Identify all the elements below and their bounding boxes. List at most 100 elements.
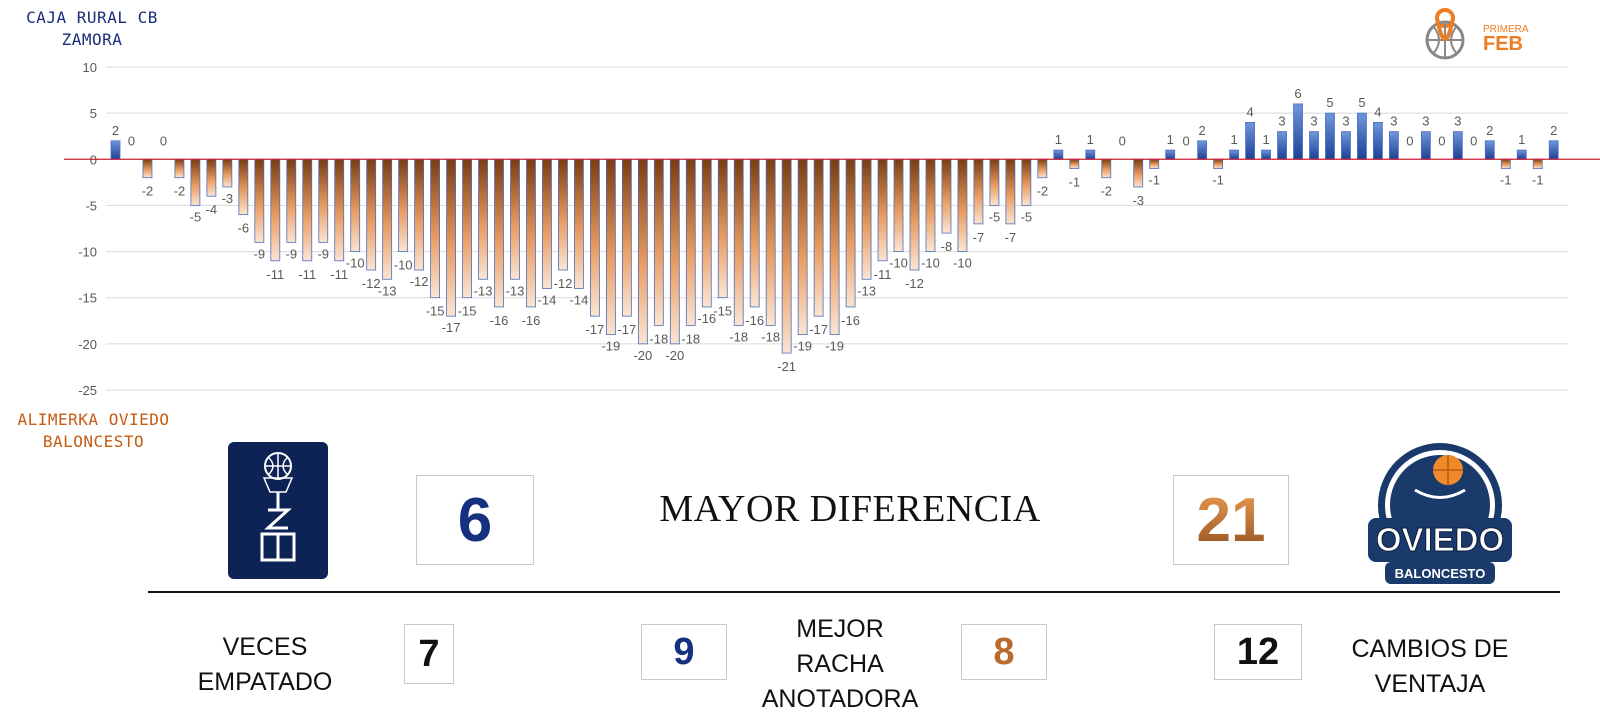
data-label: -18 — [761, 329, 780, 344]
data-label: 2 — [112, 123, 119, 138]
data-label: 4 — [1374, 104, 1381, 119]
data-label: -17 — [586, 322, 605, 337]
bar — [877, 158, 888, 262]
data-label: -11 — [330, 267, 348, 282]
bar — [1389, 131, 1399, 160]
away-team-line1: ALIMERKA OVIEDO — [17, 410, 170, 429]
data-label: -8 — [941, 239, 953, 254]
bar — [558, 158, 568, 271]
away-max-diff-value: 21 — [1196, 485, 1266, 555]
bar — [733, 158, 744, 326]
y-tick-label: -15 — [78, 291, 97, 306]
away-best-run-box: 8 — [961, 624, 1047, 680]
data-label: -10 — [953, 256, 972, 271]
data-label: -18 — [681, 331, 700, 346]
data-label: 3 — [1310, 114, 1317, 129]
data-label: 1 — [1087, 132, 1094, 147]
bar — [542, 158, 552, 289]
data-label: 0 — [1119, 133, 1126, 148]
bar — [845, 158, 856, 308]
data-label: -10 — [394, 258, 413, 273]
data-label: -2 — [1100, 184, 1112, 199]
bar — [590, 158, 600, 317]
data-label: 5 — [1358, 95, 1365, 110]
bar — [1053, 149, 1064, 160]
data-label: -1 — [1212, 173, 1224, 188]
data-label: 2 — [1550, 123, 1557, 138]
data-label: -15 — [713, 304, 732, 319]
y-tick-label: -20 — [78, 337, 97, 352]
data-label: 0 — [160, 133, 167, 148]
data-label: -14 — [538, 292, 557, 307]
data-label: -10 — [346, 256, 365, 271]
data-label: -17 — [617, 322, 636, 337]
bar — [1165, 149, 1176, 160]
data-label: 3 — [1422, 114, 1429, 129]
data-label: -1 — [1069, 175, 1081, 190]
data-label: -12 — [905, 276, 924, 291]
bar — [957, 158, 968, 252]
data-label: -12 — [362, 276, 381, 291]
bar — [925, 158, 936, 252]
bar — [1245, 121, 1255, 160]
data-label: -15 — [458, 304, 477, 319]
ties-label-line2: EMPATADO — [197, 668, 333, 696]
bar — [494, 158, 504, 308]
bar — [909, 158, 920, 271]
bar — [238, 158, 249, 216]
bar — [685, 158, 696, 326]
ties-label-line1: VECES — [222, 633, 308, 661]
oviedo-logo: OVIEDO BALONCESTO — [1368, 443, 1512, 584]
bar — [334, 158, 345, 262]
bar — [1149, 158, 1160, 169]
bar — [717, 158, 728, 299]
primera-feb-logo: PRIMERA FEB — [1425, 8, 1529, 60]
bar — [1085, 149, 1096, 160]
chart-y-ticks: 1050-5-10-15-20-25 — [78, 60, 97, 398]
bar — [1516, 149, 1527, 160]
bar — [813, 158, 824, 317]
bar — [701, 158, 712, 308]
bar — [286, 158, 297, 243]
bar — [430, 158, 441, 299]
bar — [1325, 112, 1335, 160]
bar — [765, 158, 776, 326]
data-label: -1 — [1532, 173, 1544, 188]
bar — [1452, 131, 1463, 160]
data-label: 1 — [1518, 132, 1525, 147]
data-label: -19 — [601, 339, 620, 354]
away-best-run-value: 8 — [993, 630, 1015, 673]
bar — [1373, 121, 1383, 160]
bar — [382, 158, 393, 280]
bar — [398, 158, 409, 252]
data-label: -20 — [633, 348, 652, 363]
data-label: -10 — [921, 256, 940, 271]
bar — [1341, 131, 1351, 160]
bar — [110, 140, 121, 160]
data-label: -2 — [174, 184, 186, 199]
data-label: -12 — [410, 274, 429, 289]
home-max-diff-box: 6 — [416, 475, 534, 565]
home-team-line2: ZAMORA — [61, 30, 123, 49]
data-label: 1 — [1055, 132, 1062, 147]
data-label: 3 — [1278, 114, 1285, 129]
bar — [254, 158, 265, 243]
bar — [222, 158, 233, 188]
data-label: -19 — [793, 339, 812, 354]
away-max-diff-box: 21 — [1173, 475, 1289, 565]
bar — [781, 158, 792, 354]
bar — [653, 158, 664, 326]
bar — [1420, 131, 1431, 160]
bar — [1101, 158, 1112, 179]
bar — [1197, 140, 1208, 160]
data-label: 1 — [1230, 132, 1237, 147]
bar — [1069, 158, 1080, 169]
best-run-label-line2: RACHA — [796, 650, 884, 678]
bar — [1037, 158, 1048, 179]
bar — [797, 158, 808, 336]
oviedo-logo-name: OVIEDO — [1376, 521, 1504, 558]
bar — [206, 158, 217, 197]
data-label: -4 — [206, 202, 218, 217]
bar — [973, 158, 984, 225]
